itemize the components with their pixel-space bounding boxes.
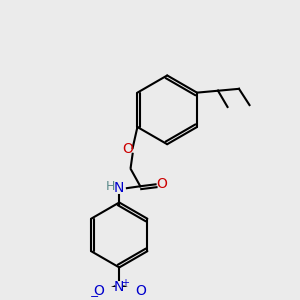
Text: −: − [90,292,99,300]
Text: N: N [114,181,124,195]
Text: H: H [106,180,116,193]
Text: O: O [156,177,167,191]
Text: O: O [93,284,104,298]
Text: O: O [135,284,146,298]
Text: +: + [121,278,129,288]
Text: O: O [122,142,133,156]
Text: N: N [114,280,124,293]
